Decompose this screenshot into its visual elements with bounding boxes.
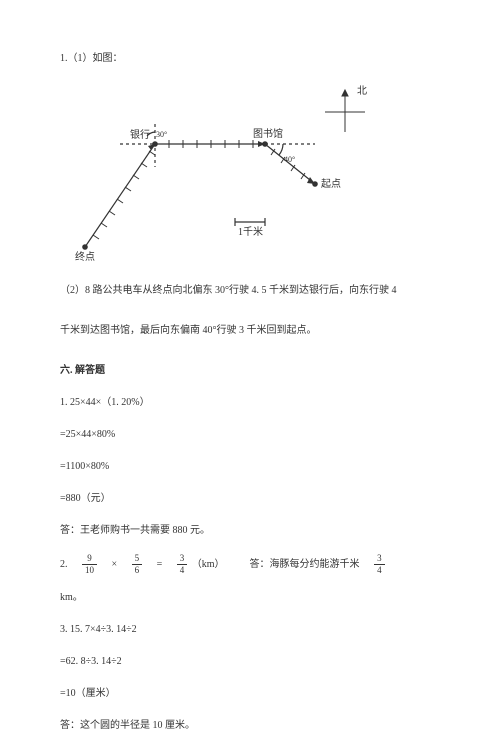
p1-line4: =880（元） [60, 490, 440, 508]
q1-label: 1.（1）如图： [60, 50, 440, 68]
route-diagram: 北 [60, 82, 440, 262]
fraction-9-10: 910 [82, 554, 97, 575]
p1-answer: 答：王老师购书一共需要 880 元。 [60, 522, 440, 540]
end-label: 终点 [75, 250, 95, 262]
fraction-5-6: 56 [132, 554, 143, 575]
angle30-label: 30° [156, 130, 167, 139]
p1-line2: =25×44×80% [60, 426, 440, 444]
q1-part2-line2: 千米到达图书馆，最后向东偏南 40°行驶 3 千米回到起点。 [60, 322, 440, 340]
p1-line1: 1. 25×44×（1. 20%） [60, 394, 440, 412]
q1-part2-line1: （2）8 路公共电车从终点向北偏东 30°行驶 4. 5 千米到达银行后，向东行… [60, 282, 440, 300]
p2-line: 2. 910 × 56 = 34 （km） 答：海豚每分约能游千米 34 [60, 554, 440, 575]
fraction-3-4b: 34 [374, 554, 385, 575]
bank-label: 银行 [130, 128, 150, 141]
scale-label: 1千米 [238, 225, 263, 238]
p3-answer: 答：这个圆的半径是 10 厘米。 [60, 717, 440, 735]
north-label: 北 [357, 85, 367, 97]
p3-line2: =62. 8÷3. 14÷2 [60, 653, 440, 671]
p3-line1: 3. 15. 7×4÷3. 14÷2 [60, 621, 440, 639]
library-label: 图书馆 [253, 127, 283, 140]
p2-unit: （km） 答：海豚每分约能游千米 [192, 559, 370, 570]
p2-tail: km。 [60, 589, 440, 607]
start-label: 起点 [321, 178, 341, 190]
section-six-title: 六. 解答题 [60, 362, 440, 380]
p3-line3: =10（厘米） [60, 685, 440, 703]
p2-prefix: 2. [60, 559, 78, 570]
p2-times: × [102, 559, 128, 570]
p1-line3: =1100×80% [60, 458, 440, 476]
angle40-label: 40° [284, 155, 295, 164]
fraction-3-4a: 34 [177, 554, 188, 575]
p2-eq: = [147, 559, 173, 570]
